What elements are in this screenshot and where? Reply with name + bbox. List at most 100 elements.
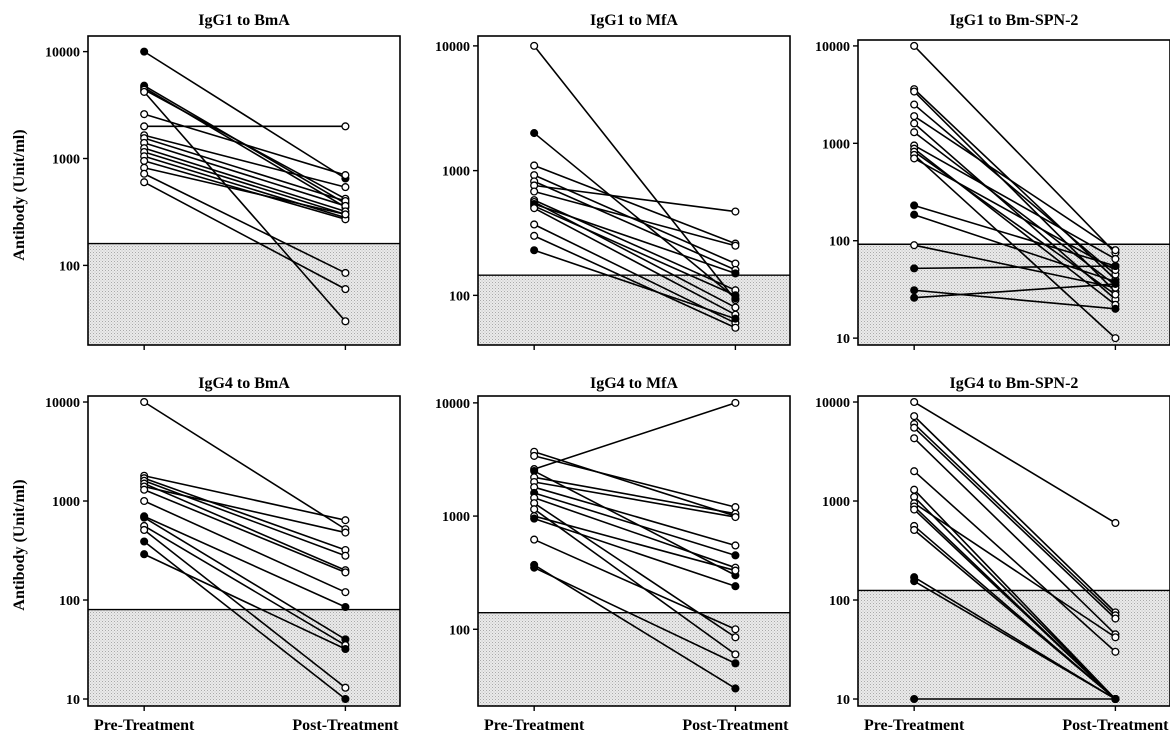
y-tick-label: 10000	[435, 40, 470, 55]
point-post-10	[1111, 290, 1120, 299]
point-pre-1	[140, 47, 149, 56]
series-line-8	[143, 500, 346, 593]
series-line-2	[533, 132, 736, 299]
panel-title: IgG4 to BmA	[198, 375, 290, 392]
point-post-9	[731, 303, 740, 312]
point-post-4	[1111, 614, 1120, 623]
point-pre-15	[910, 241, 919, 250]
point-post-15	[731, 684, 740, 693]
point-post-6	[341, 528, 350, 537]
point-post-2	[341, 516, 350, 525]
point-pre-2	[530, 451, 539, 460]
point-pre-1	[140, 397, 149, 407]
point-post-8	[341, 183, 350, 192]
series-line-4	[913, 103, 1116, 276]
series-line-15	[533, 564, 736, 690]
x-category-label: Pre-Treatment	[864, 717, 965, 734]
point-pre-11	[910, 505, 919, 514]
series-line-5	[143, 91, 347, 322]
point-post-11	[1111, 334, 1120, 343]
series-line-7	[533, 486, 736, 547]
panel-2: IgG1 to MfA 100 1000 10000	[435, 12, 791, 350]
plot-frame	[857, 39, 1170, 346]
point-post-11	[731, 291, 740, 300]
y-axis-label-bottom: Antibody (Unit/ml)	[11, 479, 28, 610]
y-tick-label: 1000	[822, 137, 850, 152]
series-line-17	[143, 181, 346, 290]
series-line-10	[143, 142, 346, 207]
point-post-7	[341, 568, 350, 577]
point-post-13	[731, 582, 740, 591]
point-post-16	[1111, 261, 1120, 271]
series-line-5	[913, 437, 1116, 635]
series-line-4	[143, 480, 346, 557]
series-line-3	[913, 90, 1116, 293]
point-post-15	[731, 314, 740, 323]
x-category-label: Pre-Treatment	[484, 717, 585, 734]
point-post-9	[1111, 633, 1120, 642]
point-post-6	[1111, 647, 1120, 656]
series-line-10	[533, 203, 736, 275]
panels-group: IgG1 to BmA 100 1000 10000 IgG1 to MfA 100 100…	[45, 12, 1170, 734]
series-line-1	[533, 450, 736, 517]
plot-frame	[87, 395, 401, 707]
series-line-1	[143, 50, 346, 180]
series-line-14	[533, 538, 736, 631]
series-line-9	[143, 137, 346, 202]
normal-range-shade	[88, 243, 400, 345]
point-post-8	[341, 588, 350, 597]
series-line-2	[533, 455, 736, 508]
point-post-17	[1111, 304, 1120, 313]
series-line-14	[533, 235, 736, 329]
y-tick-label: 100	[829, 235, 850, 250]
y-tick-label: 10	[836, 693, 850, 708]
normal-range-shade	[858, 590, 1170, 706]
point-pre-1	[530, 41, 539, 50]
plot-frame	[857, 395, 1170, 707]
point-post-16	[341, 268, 350, 277]
series-line-8	[143, 134, 346, 188]
point-pre-14	[530, 535, 539, 544]
y-tick-label: 10000	[435, 397, 470, 412]
point-post-14	[731, 323, 740, 332]
series-line-16	[143, 173, 346, 274]
point-pre-4	[910, 100, 919, 109]
point-post-6	[341, 171, 350, 180]
series-line-6	[534, 184, 736, 213]
series-line-11	[533, 508, 736, 656]
point-pre-11	[530, 505, 539, 514]
series-line-12	[143, 529, 346, 689]
y-tick-label: 1000	[52, 495, 80, 510]
series-line-7	[143, 488, 346, 574]
series-line-5	[534, 476, 736, 515]
series-line-8	[533, 492, 736, 557]
series-line-15	[533, 249, 736, 320]
series-line-15	[143, 166, 346, 216]
series-line-1	[143, 401, 346, 530]
point-pre-2	[910, 412, 919, 421]
panel-title: IgG4 to Bm-SPN-2	[950, 375, 1079, 392]
point-post-3	[731, 398, 740, 407]
series-line-3	[913, 423, 1116, 616]
point-pre-16	[140, 169, 149, 178]
point-pre-17	[140, 178, 149, 187]
series-line-3	[533, 402, 736, 470]
point-post-18	[1111, 279, 1120, 288]
plot-frame	[477, 395, 791, 707]
series-line-14	[143, 553, 346, 650]
point-pre-3	[530, 161, 539, 170]
x-category-label: Post-Treatment	[292, 717, 399, 734]
series-line-5	[913, 115, 1116, 251]
plot-frame	[87, 35, 401, 346]
series-line-9	[533, 497, 736, 569]
point-pre-14	[140, 156, 149, 165]
panel-3: IgG1 to Bm-SPN-2 10 100 1000 10000	[815, 12, 1170, 350]
normal-range-shade	[88, 609, 400, 706]
point-pre-4	[910, 423, 919, 432]
y-tick-label: 10000	[45, 46, 80, 61]
point-post-8	[731, 551, 740, 560]
series-line-6	[143, 485, 346, 534]
point-post-13	[341, 694, 350, 704]
series-line-14	[913, 213, 1116, 283]
